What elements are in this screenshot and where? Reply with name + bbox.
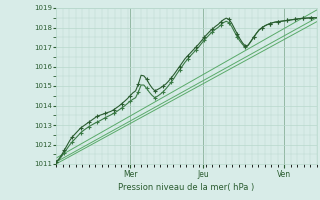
X-axis label: Pression niveau de la mer( hPa ): Pression niveau de la mer( hPa ) (118, 183, 254, 192)
